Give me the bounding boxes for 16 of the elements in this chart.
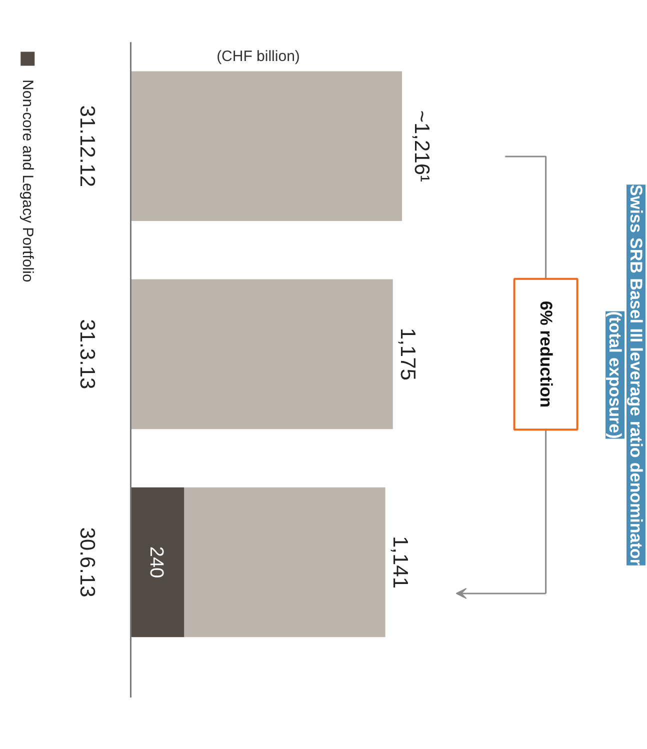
bar bbox=[130, 279, 393, 430]
bar bbox=[184, 487, 386, 638]
bar bbox=[130, 71, 402, 222]
text: (total exposure) bbox=[606, 311, 624, 439]
total-label: ~1,216¹ bbox=[410, 110, 434, 182]
y-tick-label: 31.12.12 bbox=[75, 105, 98, 188]
total-label: 1,175 bbox=[396, 328, 420, 380]
text: Swiss SRB Basel III leverage ratio denominator bbox=[626, 184, 646, 566]
bar bbox=[130, 487, 184, 638]
y-tick-label: 31.3.13 bbox=[75, 319, 98, 390]
text: 6% reduction bbox=[536, 300, 556, 408]
total-label: 1,141 bbox=[388, 536, 412, 589]
annotation: (CHF billion) bbox=[216, 48, 300, 66]
legend-label: Non-core and Legacy Portfolio bbox=[19, 80, 36, 282]
data-label: 240 bbox=[145, 546, 166, 578]
y-tick-label: 30.6.13 bbox=[75, 527, 98, 598]
